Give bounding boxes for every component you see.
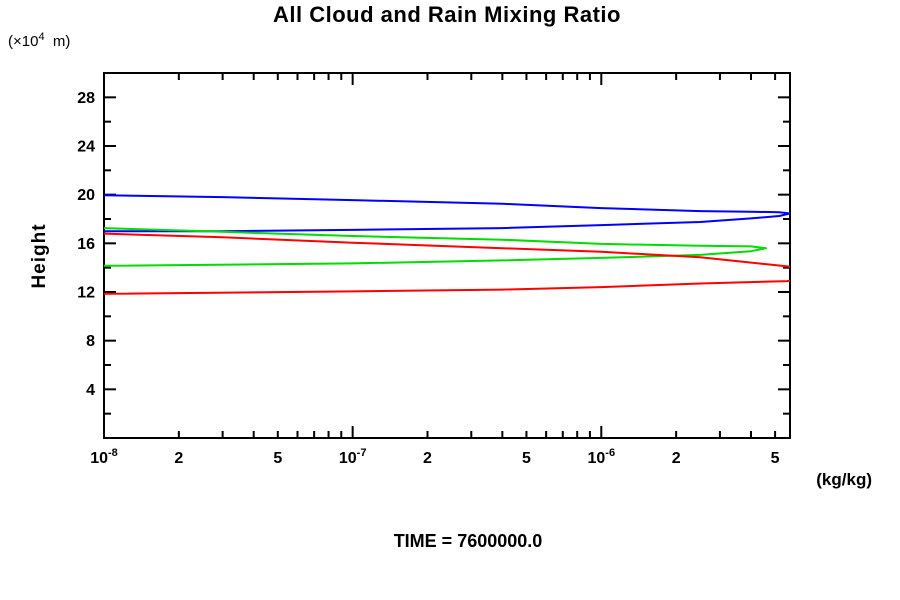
- x-tick-label: 5: [771, 450, 780, 467]
- y-tick-label: 8: [86, 333, 95, 350]
- x-tick-label: 10-8: [90, 447, 118, 467]
- x-tick-label: 10-7: [339, 447, 367, 467]
- green-profile-curve: [104, 227, 768, 267]
- blue-profile-curve: [104, 194, 790, 233]
- time-annotation: TIME = 7600000.0: [393, 531, 543, 551]
- y-tick-label: 12: [77, 285, 95, 302]
- x-tick-label: 2: [672, 450, 681, 467]
- y-tick-label: 4: [86, 382, 95, 399]
- x-tick-label: 2: [423, 450, 432, 467]
- x-tick-label: 5: [522, 450, 531, 467]
- y-tick-label: 24: [77, 139, 95, 156]
- red-profile-curve: [104, 232, 790, 295]
- y-axis-unit-label: (×104 m): [8, 31, 71, 50]
- y-tick-label: 20: [77, 187, 95, 204]
- chart-title: All Cloud and Rain Mixing Ratio: [273, 2, 621, 27]
- x-axis-unit-label: (kg/kg): [816, 470, 872, 489]
- plot-frame: [103, 72, 791, 439]
- x-tick-label: 5: [273, 450, 282, 467]
- x-tick-label: 10-6: [588, 447, 616, 467]
- y-tick-label: 28: [77, 90, 95, 107]
- y-tick-label: 16: [77, 236, 95, 253]
- x-tick-label: 2: [174, 450, 183, 467]
